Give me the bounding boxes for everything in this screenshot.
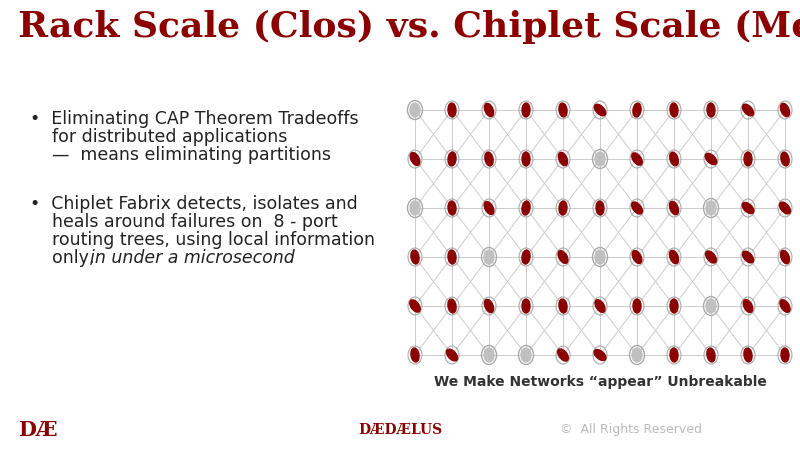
Ellipse shape [411,348,419,362]
Ellipse shape [633,103,641,117]
Ellipse shape [485,152,493,166]
Ellipse shape [522,250,530,264]
Text: in under a microsecond: in under a microsecond [90,249,294,267]
Text: •  Eliminating CAP Theorem Tradeoffs: • Eliminating CAP Theorem Tradeoffs [30,110,358,128]
Ellipse shape [484,299,494,313]
Ellipse shape [706,299,716,313]
Ellipse shape [448,250,456,264]
Ellipse shape [522,299,530,313]
Ellipse shape [522,152,530,166]
Ellipse shape [448,152,456,166]
Ellipse shape [484,348,494,362]
Ellipse shape [742,251,754,263]
Ellipse shape [411,250,419,264]
Text: heals around failures on  8 - port: heals around failures on 8 - port [30,213,338,231]
Ellipse shape [670,250,678,264]
Text: for distributed applications: for distributed applications [30,128,287,146]
Ellipse shape [595,300,605,312]
Ellipse shape [558,251,568,263]
Ellipse shape [706,153,717,165]
Ellipse shape [595,250,605,264]
Ellipse shape [781,250,790,264]
Ellipse shape [559,299,567,313]
Ellipse shape [632,202,642,214]
Ellipse shape [706,201,716,215]
Ellipse shape [632,251,642,263]
Ellipse shape [632,153,642,165]
Ellipse shape [670,152,678,166]
Ellipse shape [448,299,456,313]
Ellipse shape [670,348,678,362]
Ellipse shape [780,300,790,312]
Ellipse shape [558,153,568,166]
Ellipse shape [446,349,458,361]
Ellipse shape [410,153,420,166]
Ellipse shape [707,348,715,362]
Ellipse shape [522,103,530,117]
Ellipse shape [744,348,752,362]
Ellipse shape [744,152,752,166]
Ellipse shape [448,201,456,215]
Ellipse shape [521,348,531,362]
Text: only,: only, [30,249,94,267]
Ellipse shape [707,103,715,117]
Ellipse shape [559,103,567,117]
Ellipse shape [670,201,678,215]
Ellipse shape [522,201,530,215]
Ellipse shape [594,104,606,116]
Text: Rack Scale (Clos) vs. Chiplet Scale (Mesh): Rack Scale (Clos) vs. Chiplet Scale (Mes… [18,10,800,44]
Ellipse shape [742,104,754,116]
Ellipse shape [559,201,567,215]
Ellipse shape [706,251,716,263]
Text: —  means eliminating partitions: — means eliminating partitions [30,146,331,164]
Text: •  Chiplet Fabrix detects, isolates and: • Chiplet Fabrix detects, isolates and [30,195,358,213]
Text: DÆDÆLUS: DÆDÆLUS [358,423,442,437]
Text: We Make Networks “appear” Unbreakable: We Make Networks “appear” Unbreakable [434,375,766,389]
Ellipse shape [670,299,678,313]
Ellipse shape [448,103,456,117]
Ellipse shape [595,152,605,166]
Ellipse shape [781,348,789,362]
Ellipse shape [781,152,789,166]
Text: ©  All Rights Reserved: © All Rights Reserved [560,423,702,436]
Ellipse shape [670,103,678,117]
Ellipse shape [484,104,494,117]
Text: routing trees, using local information: routing trees, using local information [30,231,375,249]
Ellipse shape [594,350,606,360]
Ellipse shape [633,299,641,313]
Ellipse shape [596,201,604,215]
Ellipse shape [779,202,790,214]
Ellipse shape [632,348,642,362]
Text: DÆ: DÆ [18,420,58,440]
Ellipse shape [781,104,790,117]
Ellipse shape [743,300,753,312]
Ellipse shape [410,300,420,312]
Ellipse shape [484,202,494,215]
Ellipse shape [484,250,494,264]
Ellipse shape [410,201,420,215]
Ellipse shape [742,202,754,214]
Ellipse shape [558,349,568,361]
Ellipse shape [410,103,420,117]
